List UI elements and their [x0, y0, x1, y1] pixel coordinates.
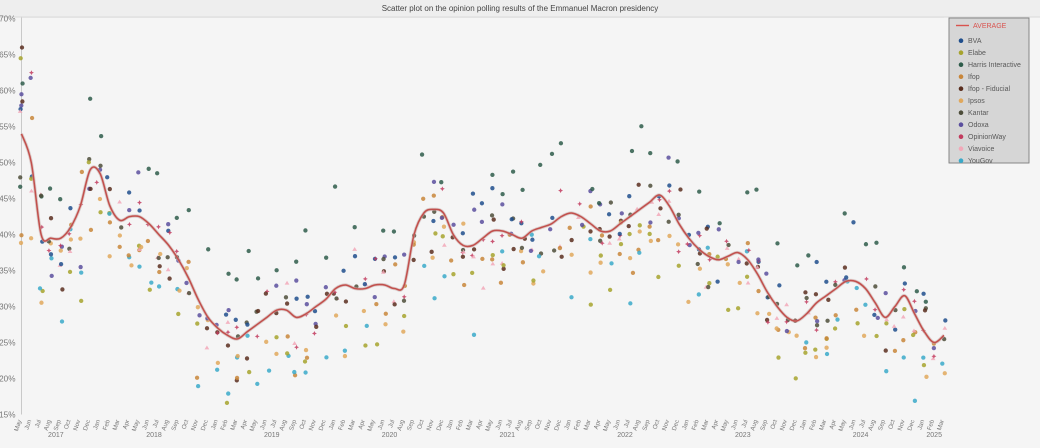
- svg-text:2017: 2017: [48, 432, 64, 439]
- svg-text:2022: 2022: [617, 432, 633, 439]
- svg-text:AVERAGE: AVERAGE: [973, 23, 1007, 30]
- svg-text:25%: 25%: [0, 339, 16, 348]
- svg-text:Ifop - Fiducial: Ifop - Fiducial: [968, 86, 1010, 93]
- svg-text:Odoxa: Odoxa: [968, 122, 989, 129]
- svg-text:2021: 2021: [499, 432, 515, 439]
- svg-text:55%: 55%: [0, 123, 16, 132]
- svg-text:2024: 2024: [853, 432, 869, 439]
- svg-text:YouGov: YouGov: [968, 158, 993, 165]
- svg-text:70%: 70%: [0, 15, 16, 24]
- svg-text:2019: 2019: [264, 432, 280, 439]
- svg-text:45%: 45%: [0, 195, 16, 204]
- svg-text:50%: 50%: [0, 159, 16, 168]
- svg-text:60%: 60%: [0, 87, 16, 96]
- svg-text:Harris Interactive: Harris Interactive: [968, 62, 1021, 69]
- svg-text:Ifop: Ifop: [968, 74, 980, 81]
- svg-text:Kantar: Kantar: [968, 110, 989, 117]
- svg-text:35%: 35%: [0, 267, 16, 276]
- svg-text:15%: 15%: [0, 411, 16, 420]
- svg-text:Ipsos: Ipsos: [968, 98, 985, 105]
- svg-text:Viavoice: Viavoice: [968, 146, 994, 153]
- svg-text:2025: 2025: [926, 432, 942, 439]
- svg-text:20%: 20%: [0, 375, 16, 384]
- svg-text:2023: 2023: [735, 432, 751, 439]
- svg-text:65%: 65%: [0, 51, 16, 60]
- svg-text:30%: 30%: [0, 303, 16, 312]
- svg-text:BVA: BVA: [968, 38, 982, 45]
- svg-text:Elabe: Elabe: [968, 50, 986, 57]
- svg-text:2020: 2020: [382, 432, 398, 439]
- svg-text:40%: 40%: [0, 231, 16, 240]
- svg-text:Scatter plot on the opinion po: Scatter plot on the opinion polling resu…: [382, 4, 659, 13]
- svg-text:OpinionWay: OpinionWay: [968, 134, 1006, 141]
- svg-text:2018: 2018: [146, 432, 162, 439]
